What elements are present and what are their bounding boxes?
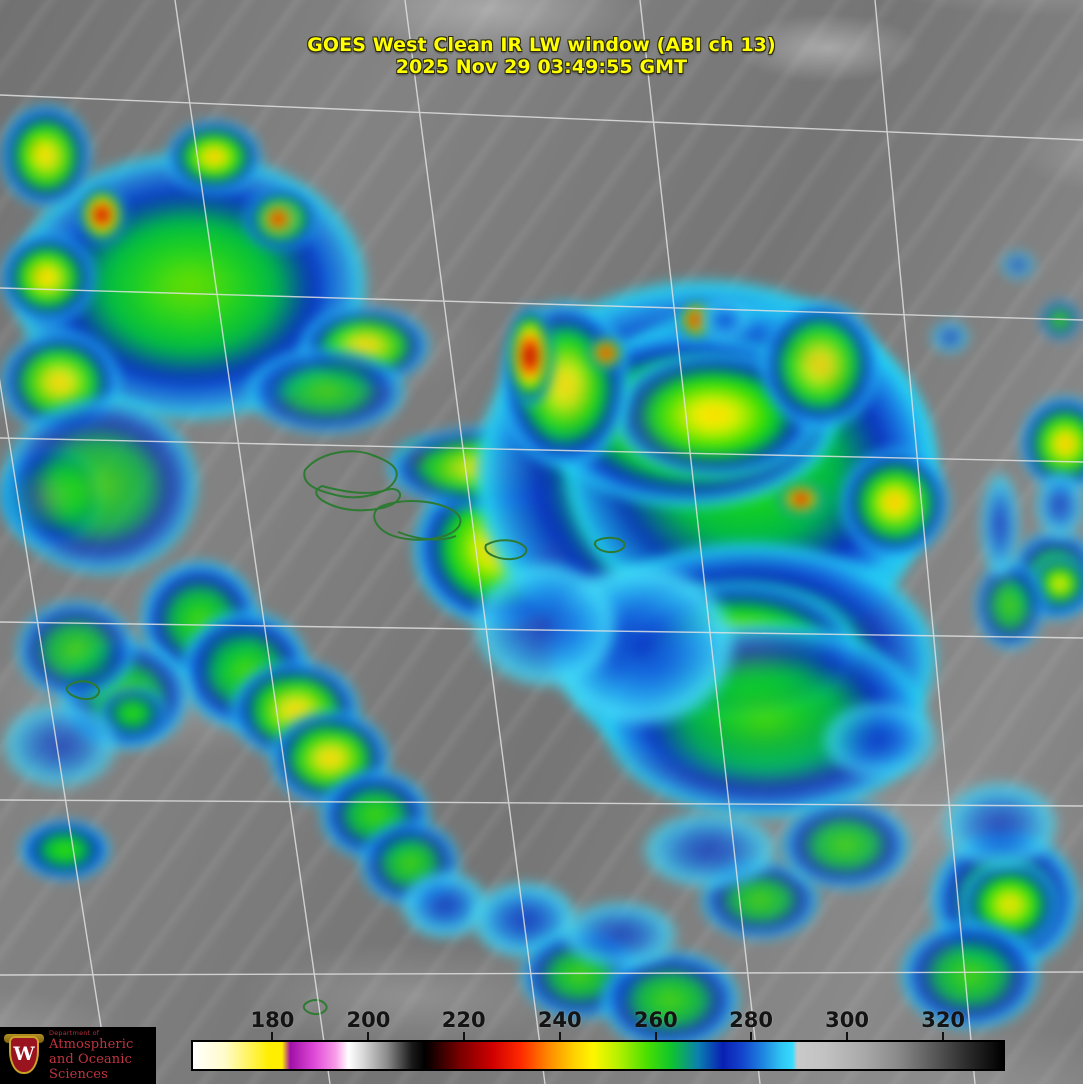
brightness-temperature-colorbar	[191, 1040, 1005, 1071]
colorbar-tick-mark	[750, 1032, 753, 1040]
colorbar-tick-label: 300	[825, 1008, 869, 1032]
logo-department-line: Department of	[49, 1029, 100, 1037]
logo-name-line-2: and Oceanic Sciences	[49, 1052, 132, 1082]
colorbar-tick-label: 200	[346, 1008, 391, 1032]
colorbar-tick-label: 180	[250, 1008, 295, 1032]
logo-name-line-1: Atmospheric	[49, 1037, 134, 1052]
colorbar-tick-mark	[462, 1032, 465, 1040]
uw-crest-icon: W	[4, 1032, 44, 1080]
colorbar-tick-mark	[846, 1032, 849, 1040]
colorbar-tick-mark	[271, 1032, 274, 1040]
colorbar-gradient	[193, 1042, 1003, 1069]
colorbar-tick-mark	[558, 1032, 561, 1040]
colorbar-tick-label: 280	[729, 1008, 773, 1032]
colorbar-tick-mark	[654, 1032, 657, 1040]
uw-aos-logo: W Department of Atmospheric and Oceanic …	[0, 1027, 156, 1084]
colorbar-tick-label: 260	[633, 1008, 678, 1032]
crest-w-letter: W	[13, 1042, 35, 1065]
colorbar-tick-marks	[191, 1032, 1005, 1040]
colorbar-tick-label: 220	[441, 1008, 486, 1032]
colorbar-tick-labels: 180 200 220 240 260 280 300 320	[191, 1008, 1005, 1032]
colorbar-tick-label: 320	[921, 1008, 966, 1032]
colorbar-tick-label: 240	[537, 1008, 582, 1032]
crest-shield	[9, 1035, 39, 1074]
logo-text-block: Department of Atmospheric and Oceanic Sc…	[49, 1029, 156, 1082]
colorbar-tick-mark	[367, 1032, 370, 1040]
colorbar-tick-mark	[942, 1032, 945, 1040]
